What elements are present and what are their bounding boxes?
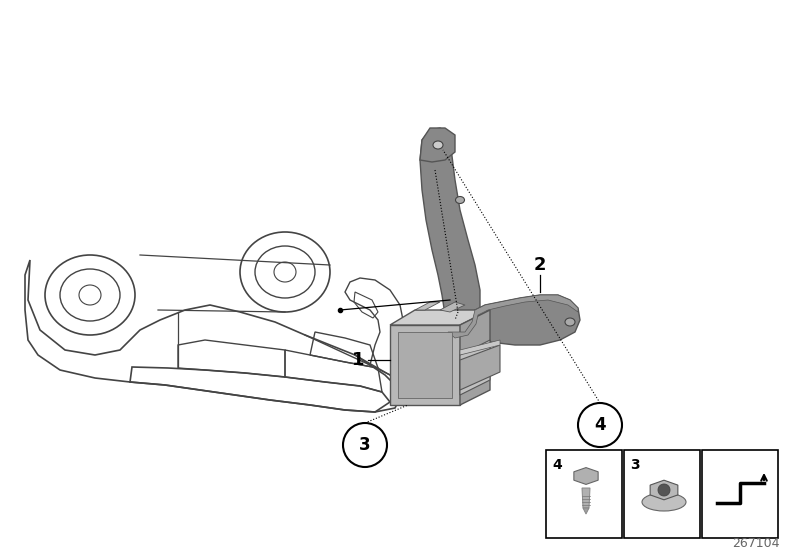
- Ellipse shape: [455, 197, 465, 203]
- Text: 2: 2: [534, 256, 546, 274]
- Ellipse shape: [565, 318, 575, 326]
- Polygon shape: [583, 508, 589, 514]
- Polygon shape: [420, 128, 455, 162]
- Text: 4: 4: [552, 458, 562, 472]
- Polygon shape: [420, 128, 480, 345]
- Polygon shape: [390, 325, 460, 405]
- Ellipse shape: [433, 141, 443, 149]
- Polygon shape: [390, 310, 490, 325]
- Text: 267104: 267104: [733, 537, 780, 550]
- Text: 3: 3: [359, 436, 371, 454]
- Polygon shape: [460, 345, 500, 390]
- Polygon shape: [460, 340, 490, 395]
- Polygon shape: [415, 302, 440, 310]
- Text: 3: 3: [630, 458, 640, 472]
- FancyBboxPatch shape: [546, 450, 622, 538]
- Polygon shape: [582, 488, 590, 508]
- Circle shape: [658, 484, 670, 496]
- Text: 4: 4: [594, 416, 606, 434]
- Polygon shape: [650, 480, 678, 500]
- Polygon shape: [448, 295, 578, 338]
- Polygon shape: [398, 332, 452, 398]
- Polygon shape: [574, 468, 598, 484]
- Polygon shape: [460, 310, 490, 405]
- Ellipse shape: [642, 493, 686, 511]
- Polygon shape: [460, 340, 500, 355]
- FancyBboxPatch shape: [624, 450, 700, 538]
- Polygon shape: [448, 295, 580, 345]
- Text: 1: 1: [352, 351, 364, 369]
- FancyBboxPatch shape: [702, 450, 778, 538]
- Polygon shape: [440, 302, 465, 312]
